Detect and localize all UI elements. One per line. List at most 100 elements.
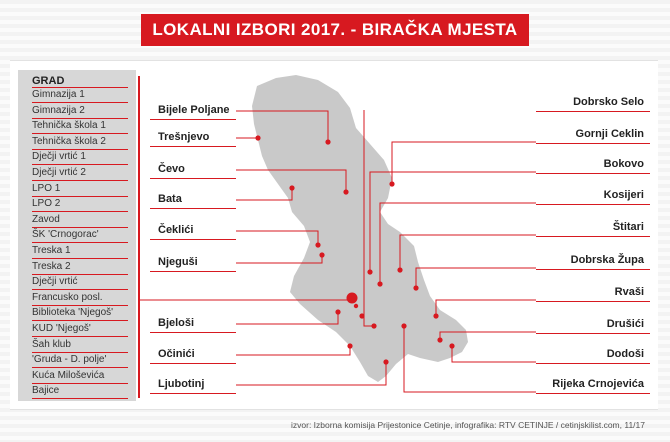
leader-line <box>236 169 347 192</box>
red-dot-icon <box>315 242 321 248</box>
leader-line <box>236 110 329 142</box>
place-label-right: Rijeka Crnojevića <box>552 378 644 390</box>
label-underline <box>150 239 236 240</box>
place-label-left: Čevo <box>158 163 185 175</box>
city-polling-station: Zavod <box>32 213 60 225</box>
red-dot-icon <box>383 359 389 365</box>
city-polling-station: LPO 1 <box>32 182 61 194</box>
leader-line <box>236 312 339 325</box>
leader-line <box>451 346 536 363</box>
label-underline <box>150 178 236 179</box>
city-polling-station: 'Gruda - D. polje' <box>32 354 107 366</box>
red-dot-icon <box>437 337 443 343</box>
label-underline <box>150 119 236 120</box>
city-list-divider <box>32 102 128 103</box>
city-list-divider <box>32 336 128 337</box>
red-dot-icon <box>413 285 419 291</box>
city-polling-station: KUD 'Njegoš' <box>32 323 91 334</box>
city-list-divider <box>32 258 128 259</box>
city-list-divider <box>32 367 128 369</box>
red-dot-icon <box>367 269 373 275</box>
city-list-divider <box>32 117 128 119</box>
label-underline <box>536 111 650 112</box>
place-label-left: Njeguši <box>158 256 198 268</box>
red-dot-icon <box>371 323 377 329</box>
city-list-divider <box>32 351 128 353</box>
city-list-divider <box>32 289 128 291</box>
city-list-divider <box>32 133 128 135</box>
city-polling-station: Bajice <box>32 385 60 397</box>
leader-line <box>236 230 319 245</box>
leader-line <box>236 255 323 264</box>
leader-line <box>236 362 387 386</box>
place-label-right: Kosijeri <box>603 189 644 201</box>
place-label-left: Bjeloši <box>158 317 195 329</box>
city-polling-station: Šah klub <box>32 338 71 350</box>
city-polling-station: Dječji vrtić 1 <box>32 151 86 163</box>
source-footer: izvor: Izborna komisija Prijestonice Cet… <box>291 420 645 430</box>
leader-line <box>435 299 536 316</box>
red-dot-icon <box>433 313 439 319</box>
cetinje-map-shape <box>252 75 468 382</box>
connector-lines <box>140 110 536 393</box>
city-list-divider <box>32 242 128 244</box>
city-polling-station: Treska 1 <box>32 245 71 256</box>
red-dot-icon <box>377 281 383 287</box>
label-underline <box>536 236 650 237</box>
label-underline <box>536 333 650 334</box>
place-label-right: Bokovo <box>603 158 644 170</box>
label-underline <box>150 332 236 333</box>
city-polling-station: Francusko posl. <box>32 291 103 303</box>
large-red-dot-icon <box>346 292 358 304</box>
label-underline <box>536 143 650 144</box>
place-label-right: Štitari <box>612 221 644 233</box>
label-underline <box>536 204 650 205</box>
place-label-left: Ljubotinj <box>158 378 205 390</box>
city-polling-station: Gimnazija 2 <box>32 104 85 116</box>
city-list-panel <box>18 70 136 401</box>
place-label-right: Dobrska Župa <box>570 254 644 266</box>
city-polling-station: Dječji vrtić <box>32 276 78 288</box>
city-list-divider <box>32 195 128 197</box>
red-dot-icon <box>397 267 403 273</box>
city-list-divider <box>32 398 128 400</box>
city-list-divider <box>32 304 128 306</box>
red-dot-icon <box>449 343 455 349</box>
leader-line <box>236 188 293 201</box>
place-label-right: Gornji Ceklin <box>575 128 644 140</box>
red-dot-icon <box>255 135 261 141</box>
label-underline <box>150 393 236 394</box>
city-polling-station: Treska 2 <box>32 260 71 272</box>
place-label-right: Drušići <box>606 318 644 330</box>
city-list-divider <box>32 87 128 88</box>
place-label-left: Trešnjevo <box>158 131 210 143</box>
city-polling-station: Tehnička škola 1 <box>32 120 106 132</box>
leader-line <box>379 202 536 284</box>
city-polling-station: ŠK 'Crnogorac' <box>32 229 99 241</box>
place-label-left: Bijele Poljane <box>158 104 230 116</box>
city-list-divider <box>32 180 128 181</box>
city-list-divider <box>32 148 128 150</box>
leader-line <box>236 346 351 356</box>
city-polling-station: Tehnička škola 2 <box>32 135 106 147</box>
label-underline <box>536 301 650 302</box>
city-polling-station: LPO 2 <box>32 198 61 210</box>
page-title: LOKALNI IZBORI 2017. - BIRAČKA MJESTA <box>152 20 518 39</box>
red-dot-icon <box>289 185 295 191</box>
label-underline <box>150 363 236 364</box>
leader-line <box>399 234 536 270</box>
leader-line <box>439 331 536 340</box>
label-underline <box>150 271 236 272</box>
leader-line <box>391 141 536 184</box>
city-list-divider <box>32 382 128 384</box>
place-label-right: Dobrsko Selo <box>573 96 644 108</box>
label-underline <box>536 173 650 174</box>
city-polling-station: Dječji vrtić 2 <box>32 167 86 178</box>
leader-line <box>403 326 536 393</box>
city-list-divider <box>32 226 128 228</box>
city-list-divider <box>32 211 128 213</box>
label-underline <box>536 363 650 364</box>
red-dot-icon <box>359 313 365 319</box>
city-list-heading: GRAD <box>32 75 65 87</box>
